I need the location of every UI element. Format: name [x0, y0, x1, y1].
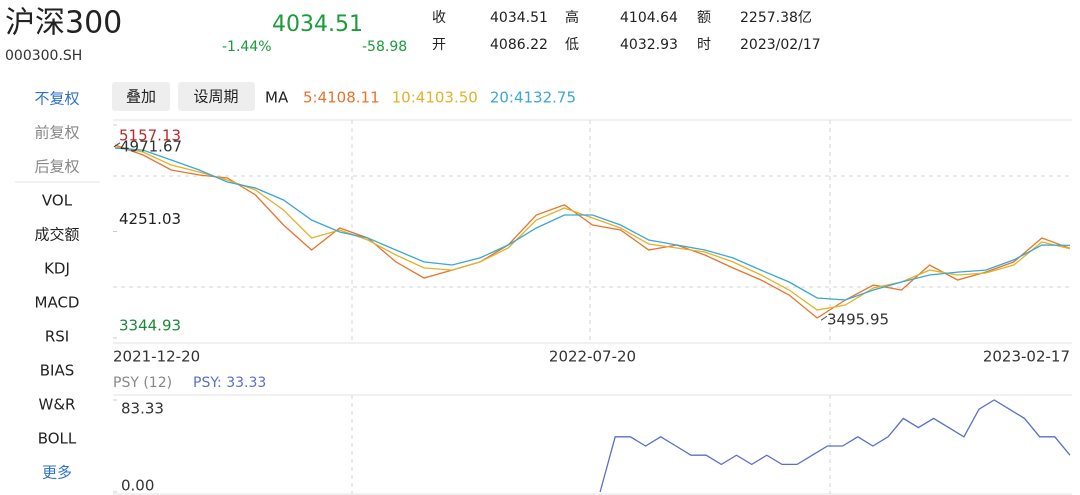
- sidebar-item[interactable]: 成交额: [34, 226, 79, 244]
- price: 4034.51: [272, 12, 363, 37]
- y-tick-label: 3344.93: [119, 317, 181, 335]
- sidebar-item[interactable]: 更多: [42, 464, 72, 482]
- quote-label: 额: [697, 10, 711, 26]
- index-name: 沪深300: [5, 6, 122, 41]
- line: [114, 146, 1071, 311]
- annotation: 3495.95: [827, 311, 889, 329]
- sidebar-item[interactable]: 前复权: [34, 124, 79, 142]
- legend-item: 20:4132.75: [490, 89, 576, 107]
- line: [114, 147, 1071, 301]
- sidebar-item[interactable]: RSI: [45, 328, 69, 346]
- sidebar-item[interactable]: KDJ: [44, 260, 70, 278]
- annotation-pointer: [113, 142, 121, 148]
- y-tick-label: 83.33: [121, 400, 164, 418]
- y-tick-label: 5157.13: [119, 127, 181, 145]
- x-tick-label: 2023-02-17: [983, 348, 1070, 366]
- button[interactable]: 叠加: [126, 88, 156, 106]
- sidebar-item[interactable]: 后复权: [34, 158, 79, 176]
- ma-label: MA: [265, 89, 289, 107]
- sidebar-item[interactable]: VOL: [42, 192, 73, 210]
- quote-label: 收: [432, 10, 446, 26]
- sidebar-item[interactable]: 不复权: [34, 90, 79, 108]
- annotation: 4971.67: [120, 137, 182, 155]
- button[interactable]: 设周期: [193, 88, 238, 106]
- legend-item: PSY: 33.33: [193, 375, 266, 391]
- y-tick-label: 0.00: [121, 477, 154, 495]
- legend-item: 10:4103.50: [392, 89, 478, 107]
- sidebar-item[interactable]: BIAS: [40, 362, 75, 380]
- panel-title: PSY (12): [113, 375, 172, 391]
- quote-value: 4034.51: [490, 10, 548, 26]
- line: [114, 144, 1071, 319]
- quote-value: 4086.22: [490, 37, 548, 53]
- change-pct: -1.44%: [222, 39, 272, 55]
- annotation-pointer: [820, 315, 828, 321]
- y-tick-label: 4251.03: [119, 210, 181, 228]
- quote-value: 2023/02/17: [740, 37, 821, 53]
- quote-label: 低: [565, 37, 579, 53]
- x-tick-label: 2021-12-20: [113, 348, 200, 366]
- index-code: 000300.SH: [5, 48, 82, 64]
- sidebar-item[interactable]: MACD: [35, 294, 80, 312]
- quote-value: 2257.38亿: [740, 10, 812, 26]
- quote-value: 4104.64: [620, 10, 678, 26]
- x-tick-label: 2022-07-20: [549, 348, 636, 366]
- quote-label: 时: [697, 37, 711, 53]
- legend-item: 5:4108.11: [303, 89, 380, 107]
- sidebar-item[interactable]: W&R: [39, 396, 76, 414]
- quote-value: 4032.93: [620, 37, 678, 53]
- button-bg[interactable]: [112, 82, 170, 111]
- line: [599, 399, 1071, 493]
- change: -58.98: [362, 39, 407, 55]
- quote-label: 高: [565, 9, 579, 26]
- button-bg[interactable]: [178, 82, 255, 111]
- quote-label: 开: [432, 37, 446, 53]
- sidebar-item[interactable]: BOLL: [38, 430, 77, 448]
